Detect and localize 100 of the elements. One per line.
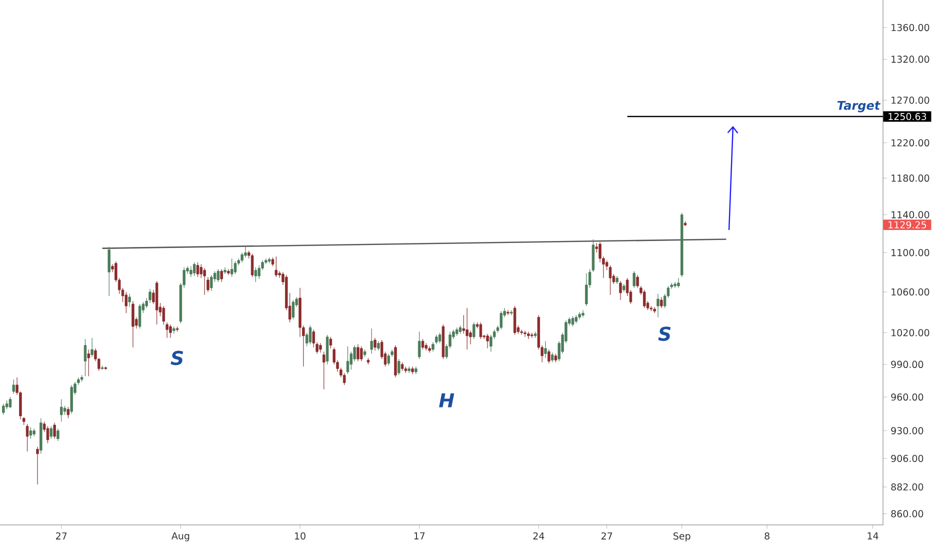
candlestick	[571, 316, 574, 327]
candlestick	[2, 403, 5, 416]
candlestick	[12, 379, 15, 394]
y-tick-label: 1060.00	[892, 288, 930, 296]
candlestick	[53, 422, 56, 440]
x-tick-label: 10	[295, 532, 306, 540]
candlestick	[108, 246, 110, 296]
candlestick	[619, 280, 622, 300]
candlestick	[360, 346, 363, 362]
candlestick	[370, 328, 373, 354]
y-tick-label: 990.00	[891, 360, 924, 368]
y-tick-label: 1320.00	[892, 56, 930, 63]
candlestick	[486, 333, 489, 349]
candlestick	[479, 322, 482, 340]
candlestick	[258, 264, 260, 280]
x-tick-label: Aug	[172, 532, 190, 542]
candlestick	[438, 332, 442, 344]
y-tick-label: 1220.00	[892, 139, 930, 146]
x-tick-label: 27	[602, 532, 612, 540]
candlestick	[387, 353, 390, 366]
candlestick	[196, 262, 200, 278]
candlestick	[87, 349, 90, 377]
x-tick-label: 8	[764, 532, 770, 540]
candlestick	[220, 268, 223, 282]
candlestick	[472, 322, 476, 340]
annotation: H	[439, 393, 454, 408]
candlestick	[398, 358, 400, 376]
candlestick	[8, 396, 12, 408]
candlestick	[660, 296, 663, 308]
candlestick	[544, 340, 547, 358]
candlestick	[29, 426, 32, 440]
candlestick	[132, 300, 134, 348]
y-tick-label: 1180.00	[892, 174, 930, 182]
candlestick	[506, 310, 510, 316]
candlestick	[677, 278, 680, 288]
candlestick	[203, 268, 206, 296]
candlestick	[128, 294, 131, 308]
candlestick	[322, 351, 326, 390]
candlestick	[250, 253, 254, 278]
candlestick	[418, 331, 421, 360]
candlestick	[462, 314, 466, 334]
candlestick	[60, 398, 63, 422]
candlestick	[56, 428, 60, 442]
candlestick	[308, 325, 312, 345]
x-tick-label: Sep	[674, 532, 690, 542]
candlestick	[356, 344, 360, 362]
x-tick-label: 17	[414, 532, 425, 540]
candlestick	[124, 292, 128, 314]
candlestick	[421, 338, 424, 350]
candlestick	[642, 290, 646, 308]
candlestick	[26, 424, 29, 452]
annotation: S	[170, 350, 184, 366]
candlestick	[230, 258, 234, 278]
candlestick	[524, 330, 526, 338]
candlestick	[466, 308, 468, 350]
y-tick-label: 960.00	[891, 393, 924, 401]
candlestick	[254, 266, 258, 282]
y-tick-label: 930.00	[891, 427, 924, 434]
candlestick	[224, 266, 226, 274]
candlestick	[84, 338, 87, 377]
candlestick	[234, 261, 237, 274]
y-tick-label: 1270.00	[892, 96, 930, 104]
x-tick-label: 27	[56, 532, 67, 540]
y-tick-label: 1100.00	[892, 249, 930, 256]
candlestick	[36, 446, 39, 485]
candlestick	[190, 266, 192, 278]
candlestick	[46, 426, 50, 444]
candlestick	[632, 270, 636, 288]
y-tick-label: 1140.00	[892, 211, 930, 218]
y-tick-label: 1020.00	[892, 329, 930, 336]
y-tick-label: 860.00	[891, 510, 924, 518]
candlestick	[292, 300, 295, 320]
candlestick	[210, 274, 213, 292]
annotation: S	[658, 326, 671, 341]
candlestick	[374, 338, 376, 351]
candlestick	[319, 342, 322, 353]
candlestick	[192, 262, 196, 276]
text: 1129.25	[888, 221, 926, 228]
x-tick-label: 14	[868, 532, 878, 540]
candlestick	[346, 346, 350, 374]
candlestick	[527, 331, 530, 340]
candlestick	[329, 336, 332, 349]
candlestick	[216, 268, 220, 282]
candlestick	[608, 264, 612, 296]
candlestick	[169, 324, 172, 338]
candlestick	[50, 426, 52, 440]
candlestick	[274, 256, 278, 278]
candlestick	[582, 310, 584, 318]
candlestick	[377, 340, 380, 351]
candlestick	[548, 349, 550, 364]
y-tick-label: 906.00	[891, 454, 924, 462]
y-tick-label: 882.00	[891, 483, 924, 491]
candlestick	[138, 304, 142, 329]
candlestick	[66, 406, 70, 419]
x-tick-label: 24	[533, 532, 544, 540]
candlestick	[550, 352, 554, 363]
y-tick-label: 1360.00	[892, 24, 930, 32]
candlestick	[585, 272, 588, 306]
annotation: Target	[837, 100, 880, 112]
candlestick	[500, 310, 503, 330]
